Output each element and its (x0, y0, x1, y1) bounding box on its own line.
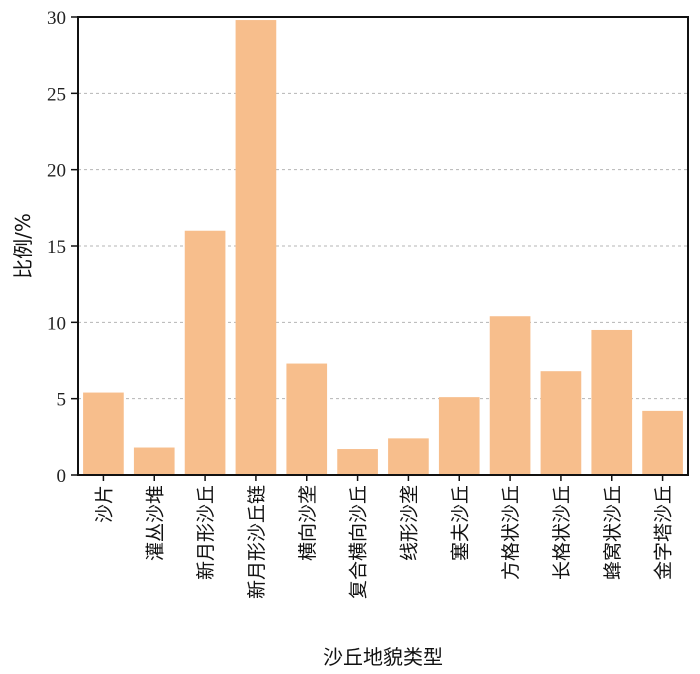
y-tick-label: 30 (47, 8, 66, 29)
y-tick-label: 15 (47, 237, 66, 258)
x-tick-label: 复合横向沙丘 (348, 485, 370, 599)
x-tick-label: 金字塔沙丘 (653, 485, 675, 580)
x-tick-label: 横向沙垄 (297, 485, 319, 561)
bar (83, 392, 124, 475)
bar (489, 316, 531, 475)
x-tick-label: 沙片 (93, 485, 115, 523)
y-tick-label: 20 (47, 161, 66, 182)
x-tick-label: 灌丛沙堆 (144, 485, 166, 561)
x-tick-label: 线形沙垄 (398, 485, 420, 561)
bar (642, 410, 683, 475)
bar (235, 20, 277, 475)
x-tick-label: 塞夫沙丘 (449, 485, 471, 561)
bar (438, 397, 480, 475)
x-axis-ticks: 沙片 灌丛沙堆 新月形沙丘 新月形沙丘链 横向沙垄 复合横向沙丘 线形沙垄 塞夫沙丘 方格状沙丘… (93, 475, 675, 599)
y-axis-label: 比例/% (11, 213, 35, 279)
bar (540, 371, 582, 475)
x-tick-label: 方格状沙丘 (500, 485, 522, 580)
bar (388, 438, 429, 475)
bar (337, 449, 378, 475)
x-axis-label: 沙丘地貌类型 (323, 645, 443, 669)
bar (184, 230, 226, 475)
x-tick-label: 蜂窝状沙丘 (602, 485, 624, 580)
y-tick-label: 10 (47, 313, 66, 334)
x-tick-label: 新月形沙丘 (195, 485, 217, 580)
bar (591, 329, 633, 475)
x-tick-label: 新月形沙丘链 (246, 485, 268, 599)
x-tick-label: 长格状沙丘 (551, 485, 573, 580)
bars (83, 20, 683, 475)
y-tick-label: 25 (47, 84, 66, 105)
y-axis-ticks: 0 5 10 15 20 25 30 (47, 8, 78, 487)
bar (286, 363, 328, 475)
y-tick-label: 0 (57, 466, 67, 487)
y-tick-label: 5 (57, 390, 67, 411)
bar (133, 447, 175, 475)
